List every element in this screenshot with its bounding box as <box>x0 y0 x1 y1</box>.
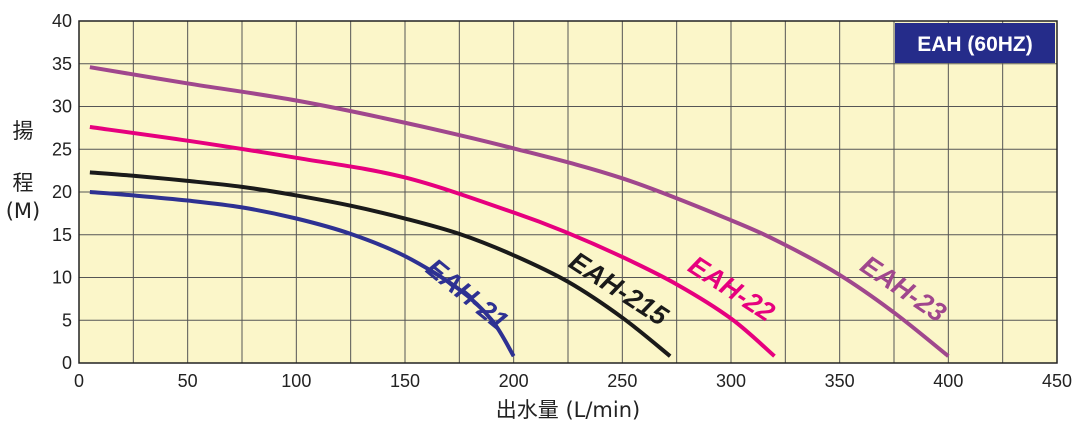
y-axis-title-char-2: 程 <box>13 171 34 195</box>
x-tick-labels: 0 50 100 150 200 250 300 350 400 450 <box>74 371 1072 391</box>
x-tick-label: 0 <box>74 371 84 391</box>
y-tick-label: 25 <box>52 139 72 159</box>
y-tick-label: 5 <box>62 310 72 330</box>
title-badge-background <box>895 23 1055 63</box>
y-tick-label: 0 <box>62 353 72 373</box>
x-axis-title: 出水量 (L/min) <box>496 398 640 422</box>
series-line-eah-21 <box>89 190 516 358</box>
y-tick-label: 35 <box>52 54 72 74</box>
x-tick-label: 250 <box>607 371 637 391</box>
x-tick-label: 400 <box>933 371 963 391</box>
y-tick-label: 40 <box>52 11 72 31</box>
x-tick-label: 200 <box>499 371 529 391</box>
y-axis-title-char-1: 揚 <box>13 119 34 143</box>
x-tick-label: 50 <box>178 371 198 391</box>
x-tick-label: 350 <box>825 371 855 391</box>
y-tick-label: 10 <box>52 268 72 288</box>
plot-border <box>78 20 1058 364</box>
y-tick-label: 20 <box>52 182 72 202</box>
x-tick-label: 450 <box>1042 371 1072 391</box>
series-line-eah-215 <box>89 170 672 358</box>
x-tick-label: 150 <box>390 371 420 391</box>
y-tick-label: 15 <box>52 225 72 245</box>
series-line-eah-23 <box>89 65 950 358</box>
x-tick-label: 100 <box>281 371 311 391</box>
y-axis-title-unit: (M) <box>6 199 41 223</box>
y-tick-label: 30 <box>52 97 72 117</box>
series-line-eah-22 <box>89 125 776 358</box>
series-curves <box>89 65 950 358</box>
y-tick-labels: 0 5 10 15 20 25 30 35 40 <box>52 11 72 373</box>
grid-lines <box>79 21 1057 363</box>
x-tick-label: 300 <box>716 371 746 391</box>
title-badge: EAH (60HZ) <box>895 23 1055 63</box>
chart-title: EAH (60HZ) <box>917 33 1033 56</box>
